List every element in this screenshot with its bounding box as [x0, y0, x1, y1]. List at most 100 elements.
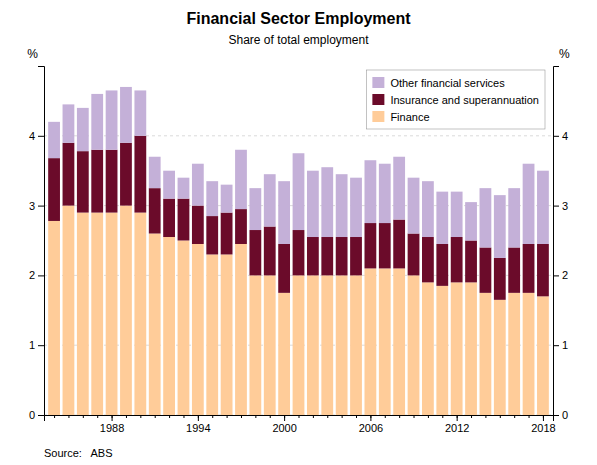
y-axis-label: %	[27, 47, 38, 61]
x-axis: 1988 1994 2000 2006 2012 2018	[45, 415, 556, 434]
tick-label: 3	[562, 200, 568, 212]
tick-label: 2006	[359, 422, 383, 434]
bar	[451, 282, 463, 415]
bar	[321, 275, 333, 415]
tick: 3	[29, 200, 44, 212]
bar	[63, 143, 75, 206]
tick-label: 0	[29, 409, 35, 421]
bar	[206, 181, 218, 216]
bar	[235, 209, 247, 244]
bar	[523, 293, 535, 415]
bar	[336, 237, 348, 275]
axis-line	[45, 416, 554, 422]
tick: 2012	[445, 415, 469, 434]
bar	[192, 164, 204, 206]
bar	[350, 178, 362, 237]
tick-label: 1	[29, 339, 35, 351]
bar	[480, 293, 492, 415]
bar	[163, 199, 175, 237]
tick-mark	[553, 275, 559, 276]
tick: 2000	[272, 415, 296, 434]
bar	[451, 237, 463, 282]
annotation: Source: ABS	[44, 447, 112, 459]
bar	[235, 244, 247, 415]
bar	[523, 164, 535, 244]
bar	[120, 143, 132, 206]
legend-item: Insurance and superannuation	[372, 94, 539, 106]
bar	[293, 275, 305, 415]
bar	[120, 87, 132, 143]
bar	[364, 268, 376, 415]
tick-mark	[38, 345, 44, 346]
bar	[393, 220, 405, 269]
bar	[422, 282, 434, 415]
tick: 4	[29, 130, 44, 142]
bar	[278, 181, 290, 244]
axis-line	[38, 67, 45, 416]
bar	[350, 237, 362, 275]
bar	[379, 164, 391, 223]
bar	[249, 188, 261, 230]
bar	[48, 122, 60, 158]
bar	[134, 136, 146, 213]
bar	[206, 254, 218, 415]
bar	[134, 90, 146, 135]
tick-label: 2	[562, 269, 568, 281]
tick-mark	[38, 206, 44, 207]
bar	[393, 157, 405, 220]
bar	[364, 223, 376, 268]
bar	[436, 286, 448, 415]
bar	[422, 181, 434, 237]
tick-label: 1994	[186, 422, 210, 434]
bar	[264, 174, 276, 226]
tick: 1	[553, 339, 568, 351]
bar	[293, 153, 305, 230]
tick-label: 4	[29, 130, 35, 142]
bar	[494, 195, 506, 258]
bar	[494, 258, 506, 300]
bar	[537, 244, 549, 296]
bar	[307, 237, 319, 275]
bar	[77, 213, 89, 415]
bar	[221, 185, 233, 213]
bar	[408, 275, 420, 415]
bar	[408, 234, 420, 276]
legend-item: Finance	[372, 111, 429, 123]
bar	[537, 296, 549, 415]
tick-label: 1988	[100, 422, 124, 434]
bar	[134, 213, 146, 415]
bar	[63, 206, 75, 415]
bar	[120, 206, 132, 415]
legend-box	[366, 70, 545, 129]
bar	[436, 192, 448, 244]
bar	[350, 275, 362, 415]
bar	[149, 234, 161, 415]
bar	[163, 237, 175, 415]
bar	[77, 151, 89, 212]
bar	[480, 247, 492, 292]
tick-mark	[553, 415, 559, 416]
bar	[465, 282, 477, 415]
legend-label: Finance	[390, 111, 429, 123]
tick: 3	[553, 200, 568, 212]
tick: 2018	[531, 415, 555, 434]
bar	[163, 171, 175, 199]
bar	[48, 221, 60, 415]
tick-mark	[553, 345, 559, 346]
bar	[106, 90, 118, 149]
y-axis: 01234	[29, 67, 45, 422]
bar	[480, 188, 492, 247]
grid	[44, 136, 553, 415]
legend-label: Insurance and superannuation	[390, 94, 539, 106]
bar	[178, 241, 190, 416]
tick: 2	[553, 269, 568, 281]
tick-mark	[38, 136, 44, 137]
tick: 1994	[186, 415, 210, 434]
bar	[307, 275, 319, 415]
legend-swatch	[372, 94, 384, 105]
bar	[393, 268, 405, 415]
legend-label: Other financial services	[390, 77, 505, 89]
bar	[537, 171, 549, 244]
bars	[48, 87, 549, 415]
tick: 0	[553, 409, 568, 421]
